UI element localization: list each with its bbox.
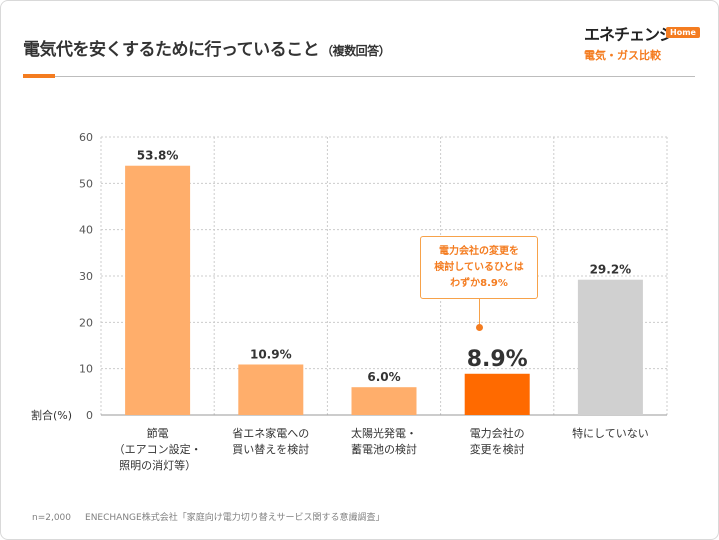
y-tick-label-10: 10	[79, 363, 93, 376]
callout-pointer-line	[479, 299, 480, 327]
x-tick-label-0-2: 照明の消灯等）	[119, 458, 196, 472]
logo-home-badge: Home	[666, 27, 700, 38]
x-tick-label-3-1: 変更を検討	[470, 442, 525, 456]
y-tick-label-60: 60	[79, 131, 93, 144]
x-tick-label-0-1: （エアコン設定・	[114, 442, 202, 456]
y-axis-label: 割合(%)	[31, 408, 72, 422]
bar-4	[577, 279, 643, 415]
x-tick-label-0-0: 節電	[147, 426, 169, 440]
logo-brand: エネチェンジ	[584, 25, 675, 44]
value-label-4: 29.2%	[590, 263, 632, 277]
page-subtitle: （複数回答）	[321, 44, 391, 58]
source-credit: ENECHANGE株式会社「家庭向け電力切り替えサービス関する意識調査」	[85, 513, 385, 523]
x-tick-label-2-0: 太陽光発電・	[351, 426, 417, 440]
y-tick-label-30: 30	[79, 270, 93, 283]
x-tick-label-4-0: 特にしていない	[572, 426, 649, 440]
x-tick-label-3-0: 電力会社の	[470, 426, 525, 440]
callout-line-2: 検討しているひとは	[434, 261, 524, 273]
value-label-2: 6.0%	[367, 370, 400, 384]
y-tick-label-50: 50	[79, 177, 93, 190]
callout-line-3: わずか8.9%	[450, 277, 508, 289]
page-title-text: 電気代を安くするために行っていること	[23, 40, 320, 60]
value-label-3: 8.9%	[467, 347, 528, 372]
header-divider	[23, 76, 695, 77]
callout-line-1: 電力会社の変更を	[439, 245, 519, 257]
x-tick-label-1-0: 省エネ家電への	[232, 426, 309, 440]
y-tick-label-0: 0	[86, 409, 93, 422]
page-title: 電気代を安くするために行っていること （複数回答）	[23, 35, 391, 60]
footer-note: n=2,000 ENECHANGE株式会社「家庭向け電力切り替えサービス関する意識…	[32, 510, 384, 523]
x-tick-label-2-1: 蓄電池の検討	[351, 442, 417, 456]
value-label-1: 10.9%	[250, 347, 292, 361]
sample-size: n=2,000	[32, 513, 72, 523]
value-label-0: 53.8%	[137, 149, 179, 163]
x-tick-label-1-1: 買い替えを検討	[232, 442, 309, 456]
logo-tagline: 電気・ガス比較	[584, 49, 661, 62]
bar-3	[464, 373, 530, 415]
bar-1	[238, 364, 304, 415]
callout-pointer-dot	[476, 324, 483, 331]
header-accent-bar	[23, 74, 55, 78]
callout-box: 電力会社の変更を 検討しているひとは わずか8.9%	[420, 236, 538, 299]
bar-0	[125, 165, 191, 415]
y-tick-label-40: 40	[79, 224, 93, 237]
enechange-logo: エネチェンジ Home 電気・ガス比較	[584, 21, 700, 63]
bar-2	[351, 387, 417, 415]
y-tick-label-20: 20	[79, 316, 93, 329]
